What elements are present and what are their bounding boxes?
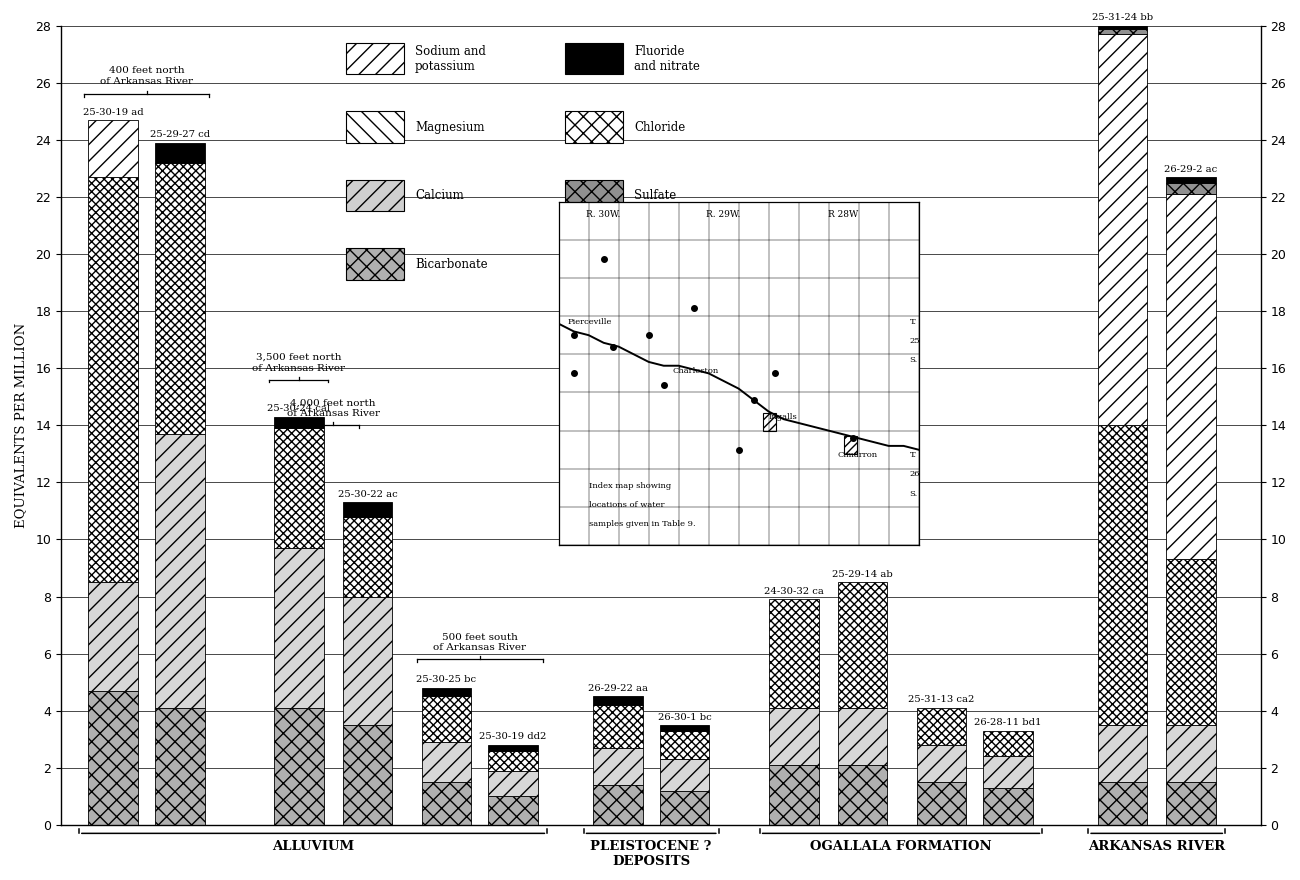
Bar [1166, 183, 1216, 194]
Bar [659, 790, 710, 825]
Text: 26-29-22 aa: 26-29-22 aa [588, 684, 647, 693]
Text: 25-30-19 ad: 25-30-19 ad [83, 107, 143, 116]
Bar [343, 725, 393, 825]
Bar [1097, 782, 1147, 825]
Bar [1166, 560, 1216, 725]
Bar [837, 708, 888, 765]
Bar [1166, 782, 1216, 825]
Bar [274, 548, 324, 708]
Bar [343, 597, 393, 725]
Bar [155, 163, 204, 434]
Text: ALLUVIUM: ALLUVIUM [272, 840, 354, 854]
Text: 25-31-13 ca2: 25-31-13 ca2 [909, 695, 975, 704]
Bar [1097, 34, 1147, 425]
Bar [593, 785, 642, 825]
Text: 25-30-19 dd2: 25-30-19 dd2 [480, 732, 547, 742]
Bar [916, 782, 966, 825]
Text: OGALLALA FORMATION: OGALLALA FORMATION [810, 840, 992, 854]
Bar [88, 177, 138, 583]
Text: 26-28-11 bd1: 26-28-11 bd1 [975, 718, 1041, 727]
Text: 26-30-1 bc: 26-30-1 bc [658, 713, 711, 722]
Bar [1166, 177, 1216, 183]
Text: 25-29-14 ab: 25-29-14 ab [832, 570, 893, 579]
Bar [421, 688, 471, 696]
Text: 400 feet north
of Arkansas River: 400 feet north of Arkansas River [100, 66, 192, 85]
Bar [770, 708, 819, 765]
Bar [274, 417, 324, 429]
Bar [489, 744, 538, 751]
Bar [566, 180, 623, 211]
Text: Calcium: Calcium [415, 189, 464, 202]
Text: Sodium and
potassium: Sodium and potassium [415, 45, 486, 73]
Text: PLEISTOCENE ?
DEPOSITS: PLEISTOCENE ? DEPOSITS [590, 840, 712, 869]
Bar [421, 742, 471, 782]
Bar [659, 725, 710, 730]
Bar [916, 744, 966, 782]
Bar [347, 112, 403, 143]
Bar [489, 751, 538, 771]
Bar [489, 796, 538, 825]
Text: 3,500 feet north
of Arkansas River: 3,500 feet north of Arkansas River [252, 353, 346, 372]
Bar [916, 708, 966, 744]
Text: ARKANSAS RIVER: ARKANSAS RIVER [1088, 840, 1226, 854]
Text: 4,000 feet north
of Arkansas River: 4,000 feet north of Arkansas River [286, 399, 380, 418]
Bar [88, 691, 138, 825]
Bar [155, 434, 204, 708]
Bar [770, 599, 819, 708]
Bar [659, 759, 710, 790]
Bar [1097, 425, 1147, 725]
Text: Fluoride
and nitrate: Fluoride and nitrate [634, 45, 699, 73]
Bar [983, 788, 1034, 825]
Bar [837, 583, 888, 708]
Bar [155, 143, 204, 163]
Bar [1097, 725, 1147, 782]
Bar [1097, 26, 1147, 29]
Bar [1166, 194, 1216, 560]
Bar [566, 43, 623, 74]
Text: 24-30-32 ca: 24-30-32 ca [764, 587, 824, 596]
Bar [274, 708, 324, 825]
Bar [593, 696, 642, 705]
Text: 25-29-27 cd: 25-29-27 cd [150, 130, 209, 139]
Bar [566, 112, 623, 143]
Bar [983, 730, 1034, 756]
Bar [770, 765, 819, 825]
Text: 26-29-2 ac: 26-29-2 ac [1165, 165, 1218, 173]
Text: Chloride: Chloride [634, 121, 685, 134]
Text: 25-30-25 bc: 25-30-25 bc [416, 676, 477, 685]
Text: Bicarbonate: Bicarbonate [415, 258, 488, 270]
Bar [347, 43, 403, 74]
Text: 25-31-24 bb: 25-31-24 bb [1092, 13, 1153, 22]
Text: Magnesium: Magnesium [415, 121, 485, 134]
Bar [593, 705, 642, 748]
Bar [421, 696, 471, 742]
Bar [837, 765, 888, 825]
Bar [421, 782, 471, 825]
Text: 25-30-24 cal: 25-30-24 cal [268, 404, 330, 414]
Bar [274, 429, 324, 548]
Text: 500 feet south
of Arkansas River: 500 feet south of Arkansas River [433, 633, 526, 652]
Bar [983, 756, 1034, 788]
Text: Sulfate: Sulfate [634, 189, 676, 202]
Bar [343, 517, 393, 597]
Bar [659, 730, 710, 759]
Bar [347, 248, 403, 280]
Bar [88, 583, 138, 691]
Bar [593, 748, 642, 785]
Bar [347, 180, 403, 211]
Bar [489, 771, 538, 796]
Bar [343, 502, 393, 517]
Bar [1166, 725, 1216, 782]
Bar [88, 120, 138, 177]
Text: 25-30-22 ac: 25-30-22 ac [338, 490, 398, 499]
Y-axis label: EQUIVALENTS PER MILLION: EQUIVALENTS PER MILLION [14, 323, 27, 528]
Bar [1097, 29, 1147, 34]
Bar [155, 708, 204, 825]
